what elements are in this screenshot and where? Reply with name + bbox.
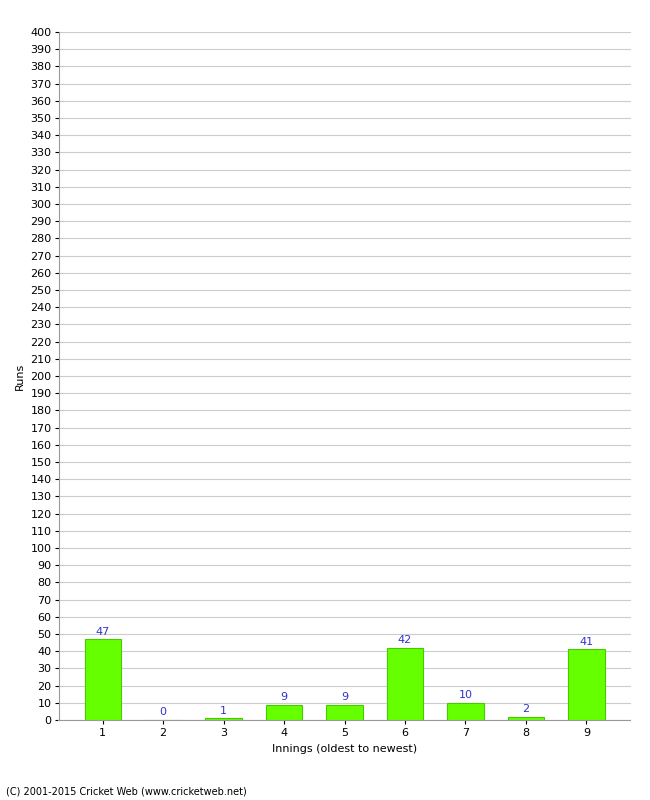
Bar: [508, 717, 544, 720]
Text: (C) 2001-2015 Cricket Web (www.cricketweb.net): (C) 2001-2015 Cricket Web (www.cricketwe…: [6, 786, 247, 796]
Bar: [326, 705, 363, 720]
Text: 9: 9: [280, 692, 287, 702]
Bar: [387, 648, 423, 720]
Text: 0: 0: [160, 707, 166, 718]
Text: 9: 9: [341, 692, 348, 702]
Text: 42: 42: [398, 635, 412, 645]
Text: 1: 1: [220, 706, 227, 716]
Bar: [205, 718, 242, 720]
Bar: [266, 705, 302, 720]
Text: 2: 2: [523, 704, 530, 714]
Text: 41: 41: [579, 637, 593, 647]
Y-axis label: Runs: Runs: [15, 362, 25, 390]
Bar: [447, 702, 484, 720]
X-axis label: Innings (oldest to newest): Innings (oldest to newest): [272, 744, 417, 754]
Bar: [84, 639, 121, 720]
Text: 10: 10: [458, 690, 473, 700]
Bar: [568, 650, 604, 720]
Text: 47: 47: [96, 626, 110, 637]
